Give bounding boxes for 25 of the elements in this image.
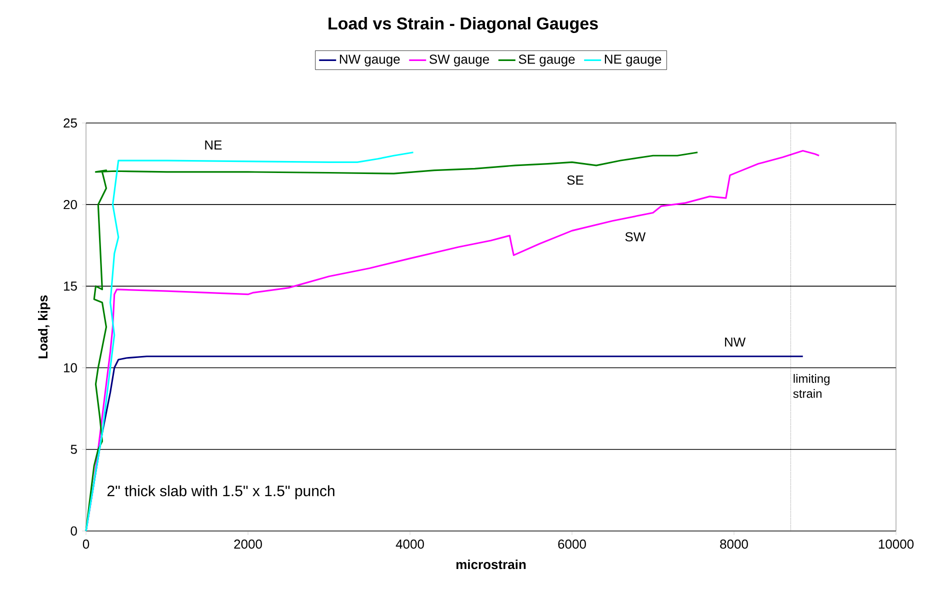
y-tick-label: 20 <box>64 200 77 210</box>
y-tick-label: 15 <box>64 282 77 291</box>
legend-label: SW gauge <box>430 54 490 66</box>
x-tick-label: 8000 <box>720 540 748 549</box>
annotation: NW <box>725 338 746 347</box>
legend-label: SE gauge <box>518 54 575 66</box>
y-tick-label: 10 <box>64 363 77 372</box>
legend-label: NE gauge <box>604 54 662 66</box>
x-tick-label: 4000 <box>396 540 424 549</box>
x-tick-label: 6000 <box>558 540 586 549</box>
legend-label: NW gauge <box>340 54 400 66</box>
y-tick-label: 0 <box>70 526 77 536</box>
annotation: SW <box>625 232 646 242</box>
y-tick-label: 25 <box>64 118 77 128</box>
x-tick-label: 10000 <box>878 540 914 549</box>
y-axis-title: Load, kips <box>38 295 50 358</box>
chart-title: Load vs Strain - Diagonal Gauges <box>328 17 598 33</box>
x-tick-label: 0 <box>82 540 90 549</box>
y-tick-label: 5 <box>70 444 77 454</box>
x-axis-title: microstrain <box>456 560 526 570</box>
ref-line-label: limiting strain <box>793 374 830 398</box>
annotation: NE <box>205 140 222 150</box>
annotation: 2" thick slab with 1.5" x 1.5" punch <box>107 485 334 500</box>
x-tick-label: 2000 <box>234 540 262 549</box>
annotation: SE <box>567 176 584 185</box>
